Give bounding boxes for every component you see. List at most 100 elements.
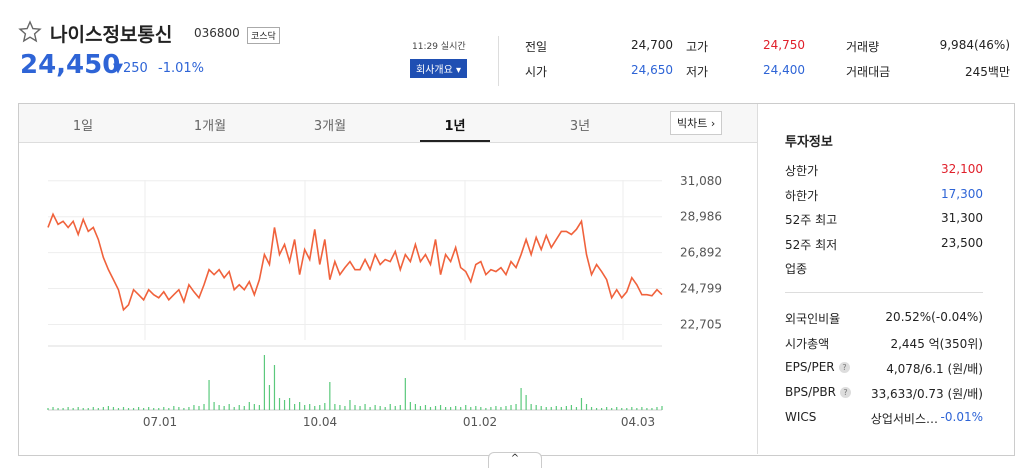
quote-value: 24,650 — [631, 63, 673, 77]
volume-bar — [480, 407, 482, 410]
volume-bar — [455, 406, 457, 410]
volume-bar — [510, 405, 512, 410]
volume-bar — [495, 406, 497, 410]
volume-bar — [560, 407, 562, 410]
invest-value: 23,500 — [941, 235, 983, 250]
volume-bar — [570, 405, 573, 410]
volume-bar — [213, 402, 215, 410]
volume-bar — [294, 404, 296, 410]
volume-bar — [601, 408, 603, 410]
volume-bar — [188, 407, 190, 410]
volume-bar — [485, 408, 487, 410]
volume-bar — [82, 408, 84, 410]
y-tick-label: 28,986 — [680, 210, 722, 224]
volume-bar — [369, 407, 371, 410]
volume-bar — [283, 400, 286, 410]
volume-bar — [354, 405, 356, 410]
volume-bar — [505, 406, 507, 410]
tab[interactable]: 1개월 — [193, 119, 227, 134]
bigchart-button[interactable]: 빅차트 › — [670, 111, 723, 135]
volume-bar — [590, 407, 593, 410]
volume-bar — [661, 406, 663, 410]
volume-bar — [208, 380, 210, 410]
tab[interactable]: 3개월 — [313, 119, 347, 134]
volume-bar — [439, 405, 442, 410]
volume-bar — [107, 406, 109, 410]
invest-label: 시가총액 — [785, 337, 830, 351]
volume-bar — [414, 404, 416, 410]
volume-bar — [419, 406, 422, 410]
quote-value: 245백만 — [965, 65, 1010, 79]
tab[interactable]: 3년 — [569, 119, 591, 134]
volume-bar — [278, 398, 281, 410]
tab[interactable]: 1년 — [444, 119, 466, 134]
volume-bar — [389, 404, 391, 410]
volume-bar — [233, 407, 235, 410]
volume-bar — [641, 407, 643, 410]
volume-bar — [631, 407, 633, 410]
volume-bar — [183, 408, 185, 410]
volume-bar — [515, 404, 517, 410]
volume-bar — [475, 406, 477, 410]
volume-bar — [238, 405, 240, 410]
y-tick-label: 26,892 — [680, 246, 722, 260]
price: 24,450 — [20, 50, 121, 80]
volume-bar — [258, 405, 260, 410]
volume-bar — [379, 406, 381, 410]
invest-value: 상업서비스… — [870, 412, 938, 426]
volume-bar — [153, 408, 155, 410]
volume-bar — [273, 365, 276, 410]
stock-code: 036800 — [194, 26, 240, 40]
stock-name: 나이스정보통신 — [50, 24, 173, 46]
volume-bar — [47, 408, 49, 410]
volume-bar — [314, 406, 316, 410]
volume-bar — [198, 406, 200, 410]
invest-value: 32,100 — [941, 162, 983, 176]
y-tick-label: 24,799 — [680, 282, 722, 296]
help-icon[interactable]: ? — [840, 387, 851, 398]
volume-bar — [112, 407, 115, 410]
volume-bar — [621, 408, 623, 410]
volume-bar — [329, 382, 331, 410]
collapse-toggle[interactable]: ^ — [488, 452, 542, 468]
company-button-label: 회사개요 — [416, 65, 453, 76]
volume-bar — [555, 406, 557, 410]
volume-bar — [399, 405, 401, 410]
volume-bar — [334, 404, 336, 410]
x-tick-label: 04.03 — [621, 415, 655, 429]
volume-bar — [52, 407, 54, 410]
volume-bar — [193, 405, 195, 410]
quote-label: 고가 — [686, 40, 709, 54]
help-icon[interactable]: ? — [839, 362, 850, 373]
volume-bar — [520, 388, 522, 410]
invest-label: WICS — [785, 410, 817, 424]
x-tick-label: 10.04 — [303, 415, 337, 429]
volume-bar — [450, 407, 452, 410]
volume-bar — [656, 407, 658, 410]
volume-bar — [344, 406, 346, 410]
volume-bar — [57, 408, 59, 410]
x-tick-label: 07.01 — [143, 415, 177, 429]
volume-bar — [132, 408, 135, 410]
star-icon[interactable] — [18, 20, 42, 44]
invest-label: 52주 최고 — [785, 213, 838, 227]
volume-bar — [651, 408, 653, 410]
volume-bar — [339, 405, 341, 410]
volume-bar — [424, 405, 427, 410]
volume-bar — [636, 408, 638, 410]
tab[interactable]: 1일 — [72, 119, 94, 134]
volume-bar — [374, 405, 376, 410]
volume-bar — [525, 395, 527, 410]
price-line — [47, 212, 663, 312]
volume-bar — [173, 406, 175, 410]
company-button[interactable]: 회사개요 ▾ — [410, 59, 468, 78]
invest-value: 20.52%(-0.04%) — [885, 310, 983, 324]
volume-bar — [349, 400, 351, 410]
volume-bar — [158, 408, 160, 410]
quote-value: 24,750 — [763, 38, 805, 52]
volume-bar — [87, 408, 89, 410]
volume-bar — [137, 407, 140, 410]
volume-bar — [535, 405, 537, 410]
invest-value: 31,300 — [941, 211, 983, 225]
volume-bar — [218, 405, 220, 410]
